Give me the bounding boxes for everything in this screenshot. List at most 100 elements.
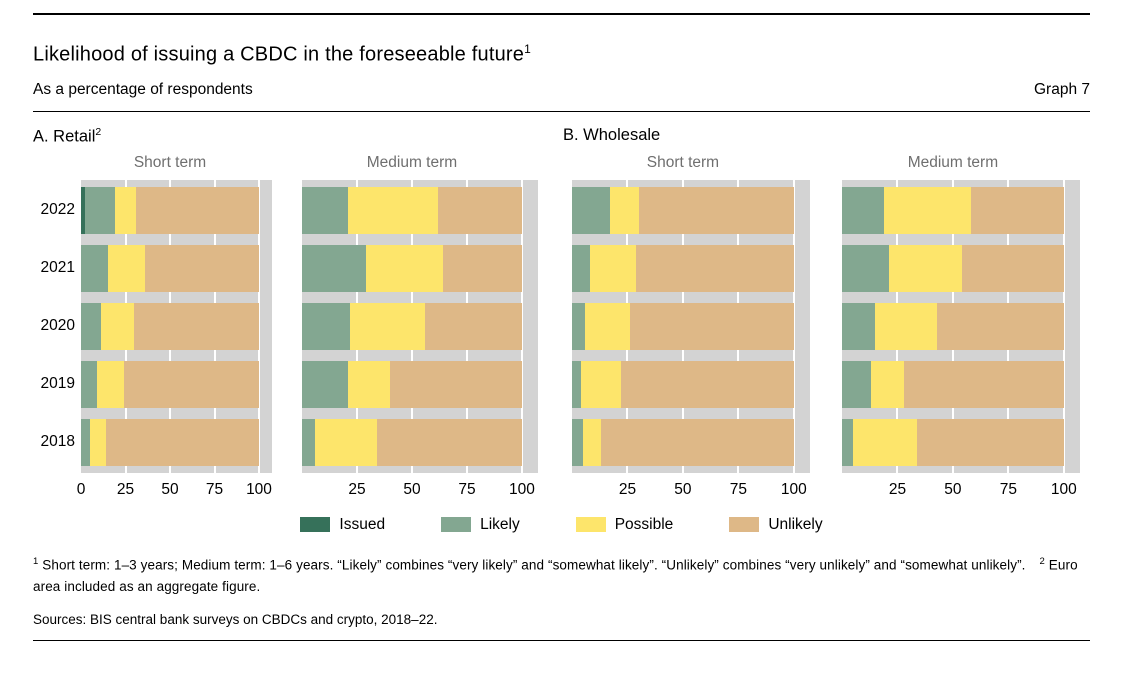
- x-tick-label-50: 50: [674, 480, 692, 498]
- bar-segment-possible: [875, 302, 938, 350]
- bar-track: [572, 244, 794, 292]
- bar-row-2018-a-retail-medium-term: [302, 418, 538, 466]
- bar-segment-unlikely: [961, 244, 1064, 292]
- bar-row-2020-a-retail-short-term: [81, 302, 272, 350]
- legend-item-issued: Issued: [300, 516, 385, 534]
- bar-segment-likely: [81, 418, 90, 466]
- sources-line: Sources: BIS central bank surveys on CBD…: [33, 611, 438, 627]
- bar-segment-likely: [572, 186, 610, 234]
- bar-segment-unlikely: [134, 302, 259, 350]
- graph-number-label: Graph 7: [1033, 80, 1090, 98]
- bar-track: [842, 302, 1064, 350]
- x-tick-label-75: 75: [458, 480, 476, 498]
- x-tick-label-0: 0: [76, 480, 86, 498]
- chart-legend: Issued Likely Possible Unlikely: [33, 515, 1090, 535]
- title-footnote-marker: 1: [524, 42, 531, 56]
- panel-group-retail: A. Retail2 2022 2021 2020 2019 2018 Short te…: [33, 126, 538, 500]
- legend-swatch-issued: [300, 517, 331, 533]
- bar-segment-unlikely: [376, 418, 522, 466]
- bar-rows: [81, 180, 272, 473]
- bar-segment-possible: [315, 418, 377, 466]
- bar-segment-likely: [302, 186, 349, 234]
- bar-track: [572, 186, 794, 234]
- x-tick-label-100: 100: [1050, 480, 1077, 498]
- bar-track: [81, 302, 259, 350]
- bis-graph-page: Likelihood of issuing a CBDC in the fore…: [0, 13, 1123, 678]
- bar-segment-likely: [81, 244, 108, 292]
- bar-track: [842, 418, 1064, 466]
- header-rule: [33, 110, 1090, 112]
- bar-segment-unlikely: [600, 418, 794, 466]
- bar-track: [302, 302, 522, 350]
- bar-segment-likely: [302, 244, 366, 292]
- legend-swatch-possible: [575, 517, 606, 533]
- retail-footnote-marker: 2: [95, 125, 102, 138]
- year-label-2019: 2019: [40, 375, 75, 393]
- charts-area: A. Retail2 2022 2021 2020 2019 2018 Short te…: [33, 126, 1090, 500]
- bar-segment-likely: [572, 302, 586, 350]
- x-tick-label-50: 50: [944, 480, 962, 498]
- bar-segment-unlikely: [629, 302, 794, 350]
- x-tick-label-100: 100: [509, 480, 535, 498]
- bar-segment-likely: [302, 418, 316, 466]
- bar-rows: [572, 180, 810, 473]
- bar-row-2019-a-retail-medium-term: [302, 360, 538, 408]
- wholesale-group-title-text: B. Wholesale: [563, 125, 661, 144]
- footnote-1-marker: 1: [33, 555, 39, 567]
- bar-segment-unlikely: [636, 244, 794, 292]
- bar-segment-possible: [870, 360, 905, 408]
- retail-short-term-x-axis: 0 25 50 75 100: [77, 476, 272, 500]
- legend-item-possible: Possible: [575, 515, 674, 534]
- bar-row-2022-b-wholesale-medium-term: [842, 186, 1080, 234]
- bar-segment-possible: [89, 418, 106, 466]
- bar-segment-unlikely: [904, 360, 1064, 408]
- bar-segment-likely: [302, 360, 349, 408]
- retail-panels: 2022 2021 2020 2019 2018 Short term 0 25 50 75 1…: [33, 154, 538, 500]
- bar-track: [302, 360, 522, 408]
- bar-segment-possible: [853, 418, 918, 466]
- bar-segment-possible: [348, 186, 439, 234]
- x-tick-label-100: 100: [780, 480, 807, 498]
- footnote-1-text: Short term: 1–3 years; Medium term: 1–6 …: [42, 557, 1026, 573]
- year-label-2018: 2018: [40, 433, 75, 451]
- x-tick-label-75: 75: [999, 480, 1017, 498]
- bar-segment-possible: [609, 186, 639, 234]
- bar-row-2021-a-retail-short-term: [81, 244, 272, 292]
- bar-track: [842, 244, 1064, 292]
- wholesale-medium-term-header-text: Medium term: [907, 153, 999, 171]
- bar-segment-possible: [884, 186, 971, 234]
- wholesale-medium-term-header: Medium term: [842, 154, 1080, 176]
- bar-segment-possible: [100, 302, 135, 350]
- bar-segment-issued: [81, 186, 85, 234]
- x-tick-label-25: 25: [888, 480, 907, 498]
- legend-label-issued: Issued: [339, 515, 386, 533]
- gridline-100: [1062, 179, 1065, 473]
- x-tick-label-25: 25: [348, 480, 366, 498]
- bar-row-2020-a-retail-medium-term: [302, 302, 538, 350]
- bar-track: [81, 186, 259, 234]
- bar-segment-possible: [585, 302, 630, 350]
- legend-label-possible: Possible: [614, 515, 674, 533]
- bar-segment-likely: [572, 418, 584, 466]
- wholesale-short-term-x-axis: 25 50 75 100: [572, 476, 810, 500]
- bar-row-2018-b-wholesale-medium-term: [842, 418, 1080, 466]
- bar-segment-likely: [842, 302, 876, 350]
- wholesale-medium-term-x-axis: 25 50 75 100: [842, 476, 1080, 500]
- bar-track: [572, 302, 794, 350]
- x-tick-label-50: 50: [403, 480, 421, 498]
- bar-row-2021-a-retail-medium-term: [302, 244, 538, 292]
- bar-segment-likely: [842, 244, 889, 292]
- bar-segment-possible: [580, 360, 621, 408]
- bar-segment-unlikely: [620, 360, 794, 408]
- bar-row-2022-a-retail-medium-term: [302, 186, 538, 234]
- bar-row-2021-b-wholesale-short-term: [572, 244, 810, 292]
- year-label-2022: 2022: [40, 201, 75, 219]
- chart-subtitle: As a percentage of respondents: [33, 80, 253, 98]
- bar-track: [81, 244, 259, 292]
- x-tick-label-75: 75: [205, 480, 224, 498]
- wholesale-short-term-header-text: Short term: [646, 153, 720, 171]
- retail-short-term-plot: [81, 179, 272, 473]
- bar-segment-likely: [842, 360, 871, 408]
- retail-short-term-header-text: Short term: [133, 153, 207, 171]
- panel-group-wholesale: B. Wholesale Short term 25 50 75 100 Medium…: [563, 126, 1090, 500]
